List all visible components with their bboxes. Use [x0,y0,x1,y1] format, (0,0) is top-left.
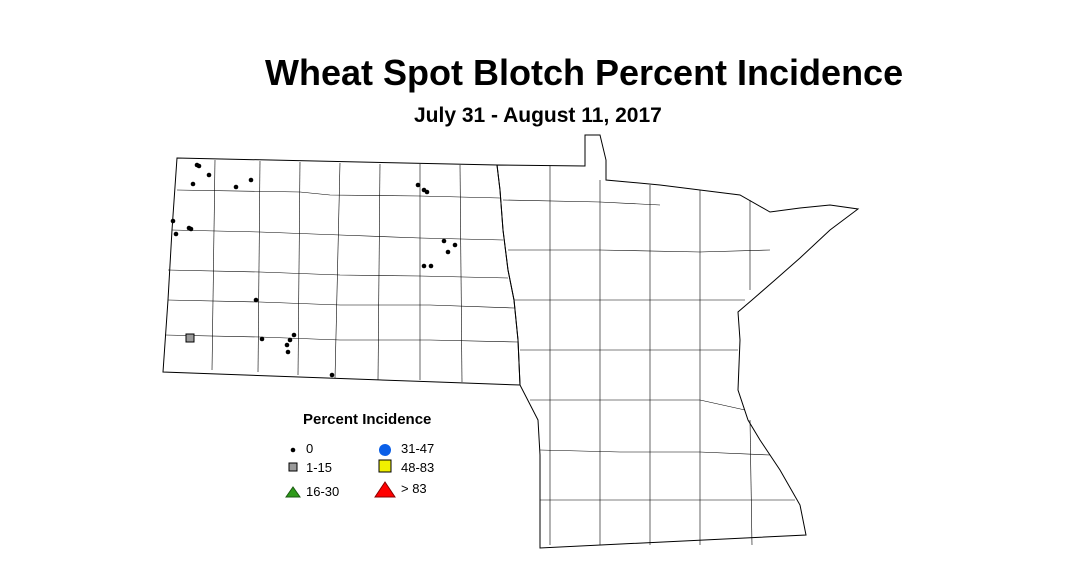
county-boundary [164,334,519,343]
site-marker-0 [428,263,434,269]
site-marker-0 [190,181,196,187]
county-boundary [297,161,301,376]
site-marker-0 [415,182,421,188]
county-boundary [167,269,509,279]
county-boundary [167,299,515,309]
site-marker-0 [287,337,293,343]
legend-title: Percent Incidence [303,411,432,428]
county-boundary [377,163,381,381]
site-marker-0 [233,184,239,190]
site-marker-0 [424,189,430,195]
map-subtitle: July 31 - August 11, 2017 [414,104,662,127]
legend-symbol-31-47 [379,444,391,456]
county-boundary [502,199,661,206]
legend-label-48-83: 48-83 [401,460,435,475]
site-marker-0 [452,242,458,248]
legend-label-0: 0 [306,441,314,456]
legend-symbol-1-15 [288,462,298,472]
site-marker-0 [284,342,290,348]
legend-label-1-15: 1-15 [306,460,333,475]
legend-label-gt-83: > 83 [401,481,427,496]
county-boundary [749,419,753,546]
site-marker-0 [196,163,202,169]
minnesota-outline [496,134,860,549]
site-marker-0 [259,336,265,342]
legend-symbol-0 [290,447,296,453]
site-marker-0 [170,218,176,224]
county-boundary [257,160,261,373]
site-marker-1-15 [185,333,195,343]
site-marker-0 [291,332,297,338]
site-marker-0 [445,249,451,255]
county-boundary [530,399,746,411]
legend-label-16-30: 16-30 [306,484,340,499]
county-boundary [508,249,771,253]
legend-symbol-48-83 [378,459,392,473]
county-boundary [334,162,341,379]
site-marker-0 [253,297,259,303]
map-title: Wheat Spot Blotch Percent Incidence [265,52,904,93]
site-marker-0 [173,231,179,237]
site-marker-0 [441,238,447,244]
county-boundary [211,159,216,371]
county-boundary [171,229,504,241]
legend-symbol-16-30 [285,486,301,498]
site-marker-0 [206,172,212,178]
county-boundary [176,189,501,199]
site-marker-0 [188,226,194,232]
site-marker-0 [248,177,254,183]
site-marker-0 [421,263,427,269]
legend-symbol-gt-83 [374,481,396,498]
legend-label-31-47: 31-47 [401,441,435,456]
north-dakota-outline [162,157,521,386]
site-marker-0 [329,372,335,378]
county-boundary [459,164,463,383]
county-boundary [539,449,771,456]
site-marker-0 [285,349,291,355]
